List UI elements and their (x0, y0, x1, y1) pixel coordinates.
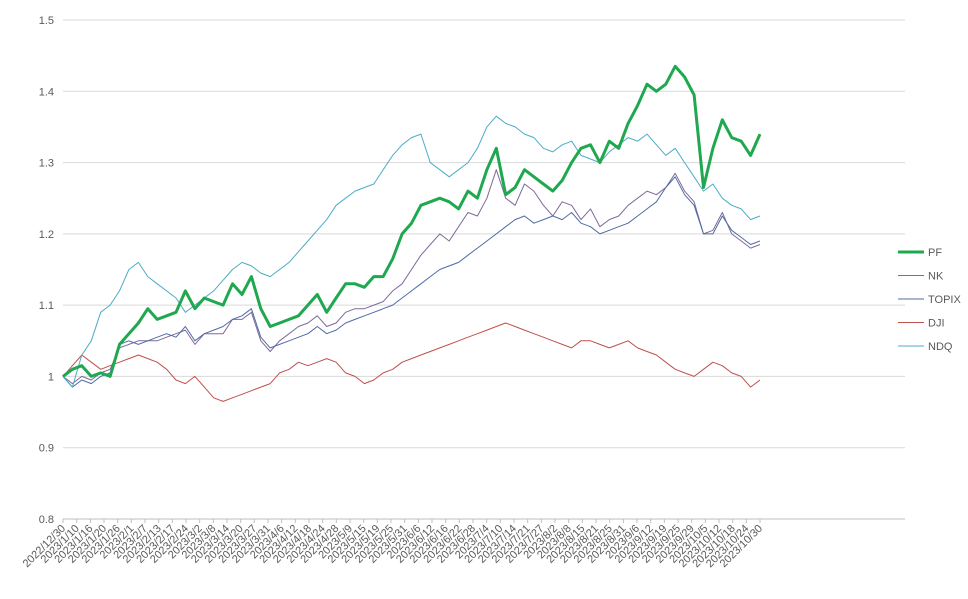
series-line-topix (62, 176, 761, 388)
y-tick-label: 0.8 (39, 514, 54, 526)
legend-label-ndq: NDQ (928, 341, 953, 353)
y-tick-label: 1.3 (39, 158, 54, 170)
y-tick-label: 1 (48, 371, 54, 383)
y-axis: 0.8 0.9 1 1.1 1.2 1.3 1.4 1.5 (39, 15, 54, 526)
series-line-dji (62, 322, 761, 402)
series-line-pf (62, 64, 762, 378)
x-tick-labels: 2022/12/302023/1/102023/1/162023/1/20202… (21, 519, 765, 570)
legend: PF NK TOPIX DJI NDQ (898, 247, 961, 353)
series-lines (62, 64, 762, 402)
y-tick-label: 1.4 (39, 86, 54, 98)
series-line-nk (62, 169, 761, 385)
y-tick-label: 0.9 (39, 443, 54, 455)
y-tick-label: 1.5 (39, 15, 54, 27)
legend-label-nk: NK (928, 271, 944, 283)
legend-label-topix: TOPIX (928, 294, 961, 306)
y-tick-label: 1.2 (39, 229, 54, 241)
legend-label-dji: DJI (928, 318, 945, 330)
series-line-ndq (62, 115, 761, 388)
legend-label-pf: PF (928, 247, 942, 259)
gridlines (63, 19, 905, 449)
y-tick-label: 1.1 (39, 300, 54, 312)
